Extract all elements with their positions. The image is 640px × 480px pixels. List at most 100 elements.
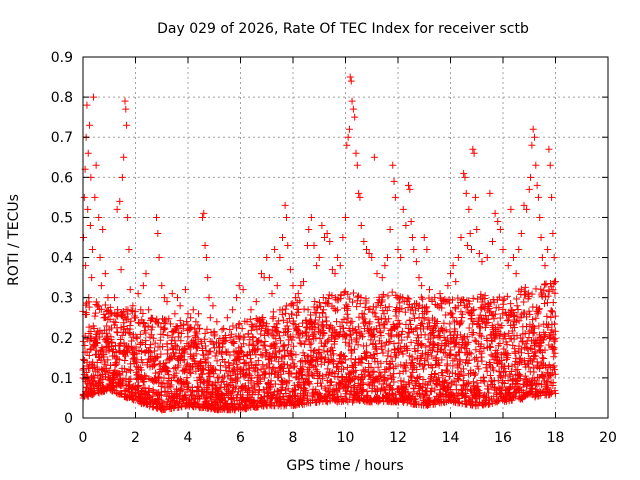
x-tick-label: 0 — [79, 430, 88, 446]
roti-point — [434, 348, 442, 356]
roti-point — [205, 348, 213, 356]
roti-point — [129, 302, 137, 310]
roti-point — [440, 333, 448, 341]
roti-point — [449, 313, 457, 321]
roti-point — [311, 308, 319, 316]
roti-point — [388, 386, 396, 394]
roti-point — [261, 332, 269, 340]
roti-point — [388, 288, 396, 296]
roti-point — [444, 368, 452, 376]
roti-point — [159, 399, 167, 407]
roti-point — [361, 303, 369, 311]
roti-point — [317, 302, 325, 310]
roti-point — [541, 346, 549, 354]
roti-point — [297, 340, 305, 348]
x-tick-label: 2 — [131, 430, 140, 446]
roti-point — [163, 350, 171, 358]
roti-point — [104, 356, 112, 364]
roti-point — [464, 338, 472, 346]
roti-point — [197, 362, 205, 370]
roti-point — [160, 294, 168, 302]
roti-point — [407, 320, 415, 328]
roti-point — [496, 385, 504, 393]
roti-point — [344, 133, 352, 141]
y-tick-label: 0.7 — [51, 130, 73, 146]
roti-point — [285, 377, 293, 385]
roti-point — [432, 354, 440, 362]
roti-point — [282, 213, 290, 221]
roti-point — [106, 315, 114, 323]
roti-point — [167, 398, 175, 406]
roti-point — [477, 290, 485, 298]
roti-point — [283, 318, 291, 326]
roti-point — [96, 254, 104, 262]
roti-point — [315, 349, 323, 357]
roti-point — [235, 321, 243, 329]
roti-point — [279, 343, 287, 351]
roti-point — [292, 351, 300, 359]
roti-point — [440, 348, 448, 356]
roti-point — [532, 314, 540, 322]
roti-point — [284, 325, 292, 333]
roti-point — [88, 246, 96, 254]
y-tick-label: 0.5 — [51, 210, 73, 226]
roti-point — [420, 234, 428, 241]
roti-point — [499, 300, 507, 308]
roti-point — [195, 402, 203, 410]
roti-point — [104, 294, 112, 302]
roti-point — [438, 304, 446, 312]
roti-point — [184, 333, 192, 341]
roti-point — [303, 242, 311, 250]
roti-point — [229, 339, 237, 347]
roti-point — [501, 332, 509, 340]
roti-point — [304, 395, 312, 403]
roti-point — [454, 398, 462, 406]
roti-point — [271, 380, 279, 388]
roti-point — [178, 387, 186, 395]
roti-point — [219, 374, 227, 382]
roti-point — [397, 344, 405, 352]
roti-point — [550, 353, 558, 361]
roti-point — [432, 323, 440, 331]
roti-point — [362, 319, 370, 327]
roti-point — [187, 314, 195, 322]
roti-point — [342, 338, 350, 346]
roti-point — [468, 311, 476, 319]
roti-point — [80, 234, 88, 241]
roti-point — [253, 346, 261, 354]
roti-point — [276, 332, 284, 340]
x-tick-label: 6 — [236, 430, 245, 446]
roti-point — [352, 372, 360, 380]
roti-point — [303, 319, 311, 327]
y-tick-label: 0 — [64, 411, 73, 427]
roti-point — [418, 320, 426, 328]
roti-point — [409, 303, 417, 311]
roti-point — [111, 362, 119, 370]
roti-point — [355, 189, 363, 197]
x-tick-label: 16 — [494, 430, 512, 446]
roti-point — [464, 349, 472, 357]
roti-point — [498, 322, 506, 330]
roti-point — [426, 319, 434, 327]
roti-point — [402, 221, 410, 229]
roti-point — [526, 310, 534, 318]
roti-point — [114, 306, 122, 314]
roti-point — [284, 385, 292, 393]
roti-point — [402, 383, 410, 391]
roti-point — [388, 357, 396, 365]
roti-point — [378, 339, 386, 347]
roti-point — [263, 254, 271, 262]
roti-point — [117, 266, 125, 274]
roti-point — [359, 386, 367, 394]
roti-point — [347, 330, 355, 338]
roti-point — [171, 310, 179, 318]
roti-point — [257, 350, 265, 358]
roti-point — [218, 350, 226, 358]
roti-point — [523, 205, 531, 213]
roti-point — [172, 349, 180, 357]
roti-point — [186, 368, 194, 376]
roti-point — [287, 347, 295, 355]
roti-point — [372, 345, 380, 353]
roti-point — [540, 299, 548, 307]
roti-point — [409, 368, 417, 376]
